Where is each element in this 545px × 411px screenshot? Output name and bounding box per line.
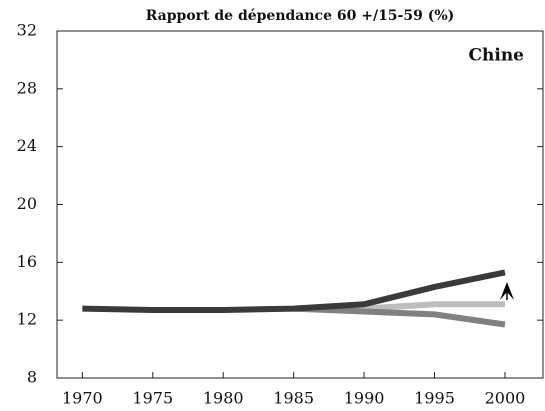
x-tick-label: 1990: [344, 389, 385, 408]
x-tick-label: 1995: [414, 389, 455, 408]
series-line: [82, 269, 506, 314]
y-tick-label: 24: [17, 136, 37, 155]
y-tick-label: 12: [17, 310, 37, 329]
y-tick-label: 28: [17, 78, 37, 97]
chart-title: Rapport de dépendance 60 +/15-59 (%): [146, 8, 455, 24]
x-tick-label: 1970: [62, 389, 103, 408]
y-tick-label: 32: [17, 21, 37, 40]
arrow: [500, 282, 514, 300]
y-tick-label: 16: [17, 252, 37, 271]
x-tick-label: 2000: [485, 389, 526, 408]
y-tick-label: 8: [27, 368, 37, 387]
series-line: [293, 305, 506, 328]
x-tick-label: 1975: [132, 389, 173, 408]
annotation: Chine: [468, 46, 524, 66]
x-tick-label: 1985: [273, 389, 314, 408]
y-tick-label: 20: [17, 194, 37, 213]
plot-frame: [56, 30, 544, 379]
x-tick-label: 1980: [203, 389, 244, 408]
